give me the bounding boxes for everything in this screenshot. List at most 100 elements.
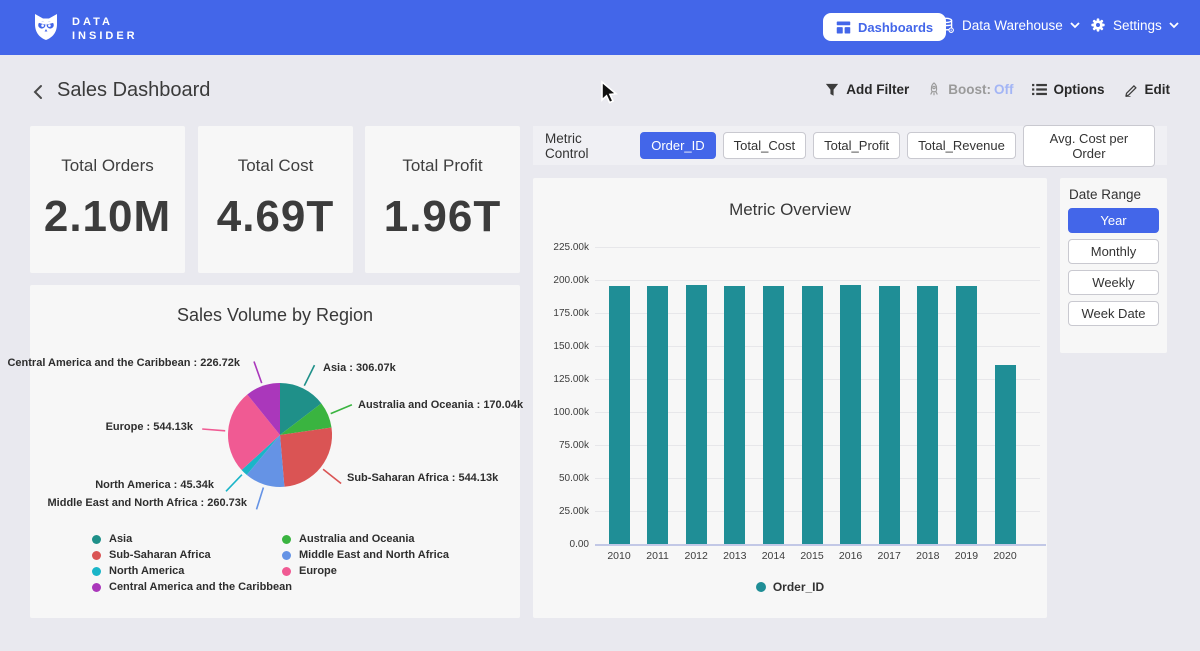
pie-label-middle-east-and-north-africa: Middle East and North Africa : 260.73k	[47, 497, 247, 509]
chart-title: Metric Overview	[729, 200, 851, 219]
legend-dot	[755, 582, 766, 592]
bar-2012[interactable]	[685, 284, 707, 544]
chevron-down-icon	[1169, 21, 1179, 29]
bar-2018[interactable]	[917, 285, 939, 544]
legend-dot	[282, 550, 291, 560]
pie-slice-6[interactable]	[247, 382, 280, 435]
y-axis-tick: 0.00	[569, 539, 589, 550]
y-axis-tick: 175.00k	[553, 308, 589, 319]
pie-legend-column-2: Australia and Oceania Middle East and Nor…	[282, 531, 449, 579]
pie-slice-3[interactable]	[246, 435, 285, 487]
edit-button[interactable]: Edit	[1123, 82, 1170, 97]
legend-item[interactable]: Sub-Saharan Africa	[92, 547, 292, 563]
legend-item[interactable]: Asia	[92, 531, 292, 547]
settings-menu[interactable]: Settings	[1090, 17, 1179, 33]
logo-text-line2: INSIDER	[72, 29, 138, 42]
kpi-card-total-profit: Total Profit 1.96T	[365, 126, 520, 273]
bar-2017[interactable]	[878, 285, 900, 544]
kpi-card-total-orders: Total Orders 2.10M	[30, 126, 185, 273]
mouse-cursor	[596, 80, 620, 111]
pie-label-europe: Europe : 544.13k	[105, 421, 193, 433]
legend-label: Australia and Oceania	[299, 533, 415, 545]
dashboard-grid-icon	[836, 20, 851, 35]
date-button-monthly[interactable]: Monthly	[1068, 239, 1159, 264]
date-button-year[interactable]: Year	[1068, 208, 1159, 233]
x-axis-tick: 2020	[993, 550, 1017, 562]
metric-control-bar: Metric Control Order_ID Total_Cost Total…	[533, 124, 1167, 167]
pie-leader-line	[255, 487, 265, 510]
pie-slice-1[interactable]	[280, 403, 332, 435]
navbar: DATA INSIDER Dashboards Data Warehouse	[0, 0, 1200, 55]
kpi-label: Total Profit	[402, 156, 483, 175]
pie-label-sub-saharan-africa: Sub-Saharan Africa : 544.13k	[347, 472, 499, 484]
header-actions: Add Filter Boost: Off Options	[816, 82, 1170, 97]
legend-label: Middle East and North Africa	[299, 549, 449, 561]
legend-label: Europe	[299, 565, 337, 577]
x-axis-tick: 2013	[723, 550, 747, 562]
add-filter-button[interactable]: Add Filter	[825, 82, 909, 97]
date-range-panel: Date Range Year Monthly Weekly Week Date	[1060, 178, 1167, 353]
bar-2010[interactable]	[608, 285, 630, 544]
settings-label: Settings	[1113, 17, 1162, 33]
metric-button-total-cost[interactable]: Total_Cost	[722, 132, 807, 159]
date-button-weekly[interactable]: Weekly	[1068, 270, 1159, 295]
data-warehouse-menu[interactable]: Data Warehouse	[938, 17, 1080, 34]
rocket-icon	[927, 82, 941, 97]
bar-2019[interactable]	[955, 285, 977, 544]
x-axis-tick: 2012	[684, 550, 708, 562]
y-axis-tick: 25.00k	[558, 506, 589, 517]
pie-slice-0[interactable]	[280, 383, 322, 435]
data-warehouse-label: Data Warehouse	[962, 18, 1063, 33]
legend-item[interactable]: North America	[92, 563, 292, 579]
bar-2015[interactable]	[801, 285, 823, 544]
legend-item[interactable]: Central America and the Caribbean	[92, 579, 292, 595]
sales-volume-by-region-chart: Sales Volume by Region Asia : 306.07k Au…	[7, 285, 523, 618]
bar-chart-legend[interactable]: Order_ID	[533, 580, 1047, 594]
pencil-icon	[1123, 82, 1138, 97]
pie-slice-2[interactable]	[280, 427, 333, 487]
dashboards-button[interactable]: Dashboards	[823, 13, 947, 41]
x-axis-line	[595, 544, 1046, 546]
x-axis-tick: 2011	[646, 550, 669, 562]
pie-slice-5[interactable]	[227, 394, 280, 471]
pie-leader-line	[253, 361, 263, 384]
pie-leader-line	[303, 364, 316, 387]
date-button-week-date[interactable]: Week Date	[1068, 301, 1159, 326]
bar-2016[interactable]	[840, 284, 862, 544]
pie-slice-4[interactable]	[241, 435, 280, 475]
x-axis-tick: 2010	[607, 550, 631, 562]
legend-item[interactable]: Europe	[282, 563, 449, 579]
legend-dot	[92, 550, 101, 560]
bar-2011[interactable]	[647, 285, 669, 544]
gridline	[595, 280, 1040, 281]
pie-chart-title: Sales Volume by Region	[176, 305, 374, 325]
metric-button-order-id[interactable]: Order_ID	[640, 132, 716, 159]
dashboards-label: Dashboards	[858, 19, 934, 35]
legend-item[interactable]: Middle East and North Africa	[282, 547, 449, 563]
pie-leader-line	[202, 428, 226, 432]
options-label: Options	[1053, 82, 1105, 97]
gear-icon	[1090, 17, 1106, 33]
kpi-card-total-cost: Total Cost 4.69T	[198, 126, 353, 273]
legend-label: Asia	[109, 533, 133, 545]
metric-button-total-profit[interactable]: Total_Profit	[813, 132, 901, 159]
bar-2013[interactable]	[724, 285, 746, 544]
back-button[interactable]	[28, 81, 50, 103]
options-button[interactable]: Options	[1031, 82, 1105, 97]
metric-button-total-revenue[interactable]: Total_Revenue	[907, 132, 1016, 159]
legend-dot	[282, 566, 291, 576]
metric-button-avg-cost-per-order[interactable]: Avg. Cost per Order	[1022, 124, 1155, 167]
bar-2014[interactable]	[762, 285, 784, 544]
pie-label-north-america: North America : 45.34k	[95, 479, 214, 491]
kpi-label: Total Orders	[61, 156, 154, 175]
y-axis-tick: 200.00k	[553, 275, 589, 286]
boost-value: Off	[994, 82, 1014, 97]
date-range-label: Date Range	[1069, 187, 1142, 202]
bar-2020[interactable]	[994, 364, 1016, 544]
legend-label: Sub-Saharan Africa	[109, 549, 211, 561]
legend-dot	[92, 534, 101, 544]
boost-toggle[interactable]: Boost: Off	[927, 82, 1014, 97]
metric-overview-chart: Metric Overview 225.00k 200.00k 175.00k 150…	[533, 178, 1047, 618]
legend-item[interactable]: Australia and Oceania	[282, 531, 449, 547]
page-title: Sales Dashboard	[57, 79, 211, 101]
